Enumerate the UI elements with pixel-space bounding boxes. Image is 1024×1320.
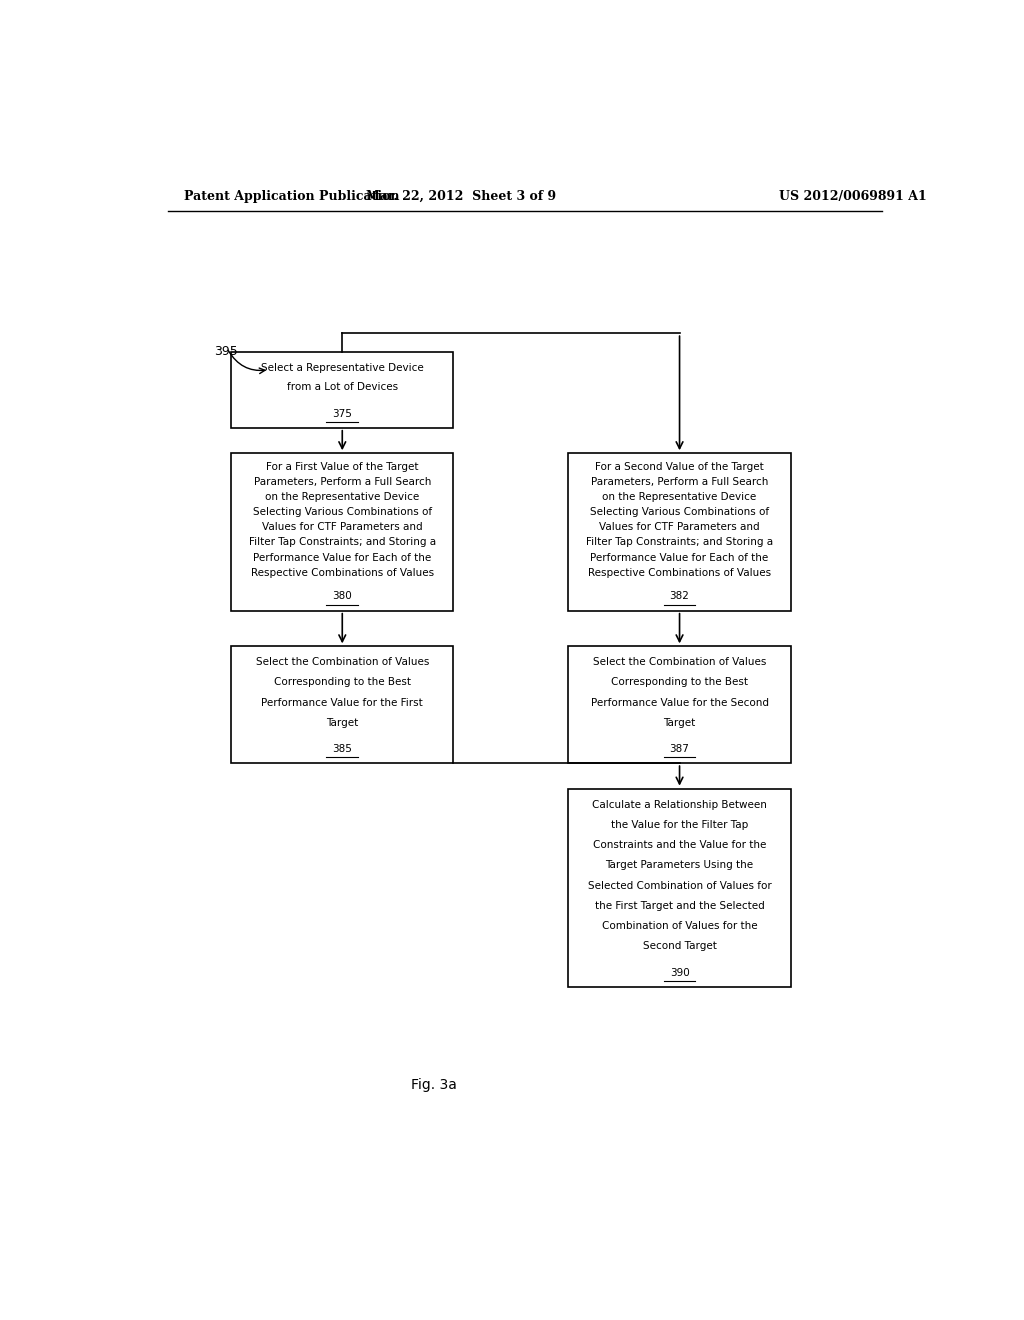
Text: Respective Combinations of Values: Respective Combinations of Values bbox=[251, 568, 434, 578]
Text: 382: 382 bbox=[670, 591, 689, 602]
Text: Second Target: Second Target bbox=[643, 941, 717, 952]
Text: Mar. 22, 2012  Sheet 3 of 9: Mar. 22, 2012 Sheet 3 of 9 bbox=[367, 190, 556, 202]
Text: from a Lot of Devices: from a Lot of Devices bbox=[287, 383, 398, 392]
Text: Selecting Various Combinations of: Selecting Various Combinations of bbox=[253, 507, 432, 517]
Text: Filter Tap Constraints; and Storing a: Filter Tap Constraints; and Storing a bbox=[586, 537, 773, 548]
Text: Parameters, Perform a Full Search: Parameters, Perform a Full Search bbox=[254, 477, 431, 487]
Text: on the Representative Device: on the Representative Device bbox=[602, 492, 757, 502]
Text: Target: Target bbox=[327, 718, 358, 727]
Text: 375: 375 bbox=[333, 408, 352, 418]
Bar bbox=[568, 788, 791, 987]
Text: Selected Combination of Values for: Selected Combination of Values for bbox=[588, 880, 771, 891]
Text: US 2012/0069891 A1: US 2012/0069891 A1 bbox=[778, 190, 927, 202]
Text: Patent Application Publication: Patent Application Publication bbox=[183, 190, 399, 202]
Text: Target: Target bbox=[664, 718, 695, 727]
Text: Values for CTF Parameters and: Values for CTF Parameters and bbox=[262, 523, 423, 532]
Text: Calculate a Relationship Between: Calculate a Relationship Between bbox=[592, 800, 767, 809]
Bar bbox=[231, 351, 454, 428]
Text: Target Parameters Using the: Target Parameters Using the bbox=[605, 861, 754, 870]
Text: Performance Value for Each of the: Performance Value for Each of the bbox=[253, 553, 431, 562]
Text: Selecting Various Combinations of: Selecting Various Combinations of bbox=[590, 507, 769, 517]
Text: 390: 390 bbox=[670, 968, 689, 978]
Text: 385: 385 bbox=[333, 744, 352, 754]
Text: Performance Value for the First: Performance Value for the First bbox=[261, 697, 423, 708]
Text: Parameters, Perform a Full Search: Parameters, Perform a Full Search bbox=[591, 477, 768, 487]
Text: 380: 380 bbox=[333, 591, 352, 602]
Text: Values for CTF Parameters and: Values for CTF Parameters and bbox=[599, 523, 760, 532]
Text: Performance Value for the Second: Performance Value for the Second bbox=[591, 697, 769, 708]
Text: Corresponding to the Best: Corresponding to the Best bbox=[273, 677, 411, 688]
Text: on the Representative Device: on the Representative Device bbox=[265, 492, 420, 502]
Text: Fig. 3a: Fig. 3a bbox=[411, 1078, 457, 1093]
Bar bbox=[568, 647, 791, 763]
Text: 395: 395 bbox=[214, 345, 238, 358]
Text: Combination of Values for the: Combination of Values for the bbox=[602, 921, 758, 931]
Text: For a Second Value of the Target: For a Second Value of the Target bbox=[595, 462, 764, 471]
Bar bbox=[231, 647, 454, 763]
Text: Select the Combination of Values: Select the Combination of Values bbox=[593, 657, 766, 668]
Text: Filter Tap Constraints; and Storing a: Filter Tap Constraints; and Storing a bbox=[249, 537, 436, 548]
Text: Select a Representative Device: Select a Representative Device bbox=[261, 363, 424, 372]
Text: 387: 387 bbox=[670, 744, 689, 754]
Bar bbox=[231, 453, 454, 611]
Bar bbox=[568, 453, 791, 611]
Text: Respective Combinations of Values: Respective Combinations of Values bbox=[588, 568, 771, 578]
Text: For a First Value of the Target: For a First Value of the Target bbox=[266, 462, 419, 471]
Text: Corresponding to the Best: Corresponding to the Best bbox=[611, 677, 749, 688]
Text: the Value for the Filter Tap: the Value for the Filter Tap bbox=[611, 820, 749, 830]
Text: the First Target and the Selected: the First Target and the Selected bbox=[595, 900, 765, 911]
Text: Performance Value for Each of the: Performance Value for Each of the bbox=[591, 553, 769, 562]
Text: Select the Combination of Values: Select the Combination of Values bbox=[256, 657, 429, 668]
Text: Constraints and the Value for the: Constraints and the Value for the bbox=[593, 840, 766, 850]
